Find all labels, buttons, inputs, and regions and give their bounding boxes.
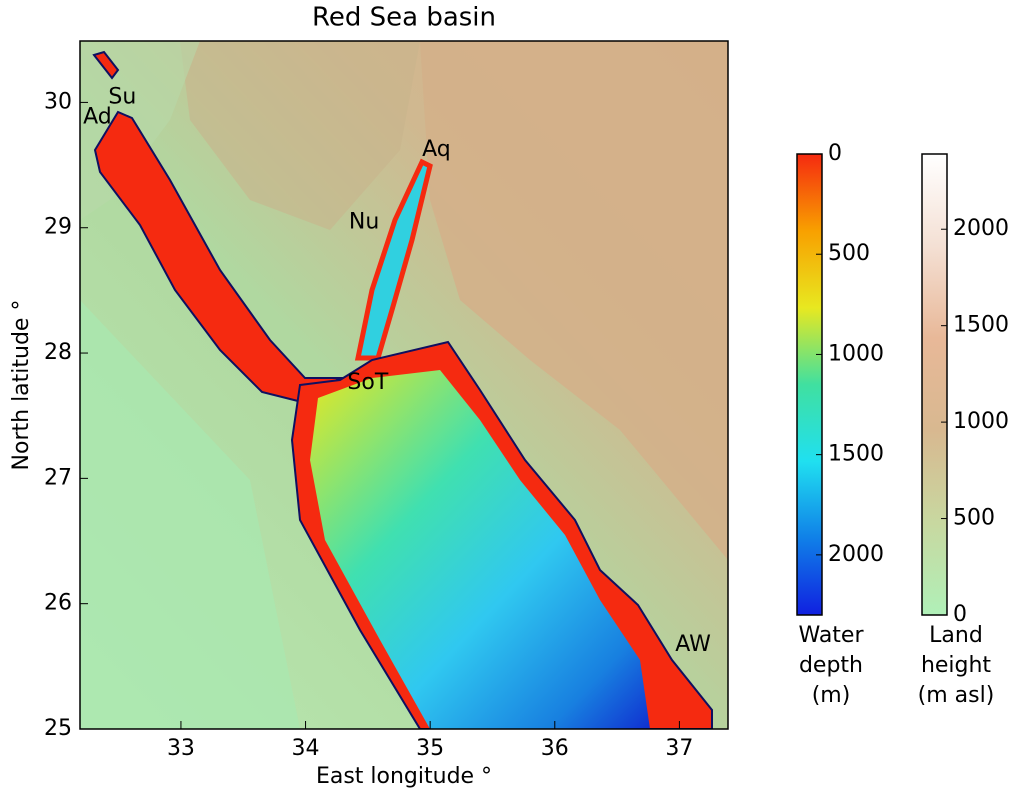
y-axis-label: North latitude ° [9, 300, 34, 471]
colorbar-tick-label: 1000 [828, 341, 884, 366]
x-tick-label: 36 [541, 736, 569, 761]
colorbar [921, 153, 948, 616]
colorbar-tick-label: 2000 [828, 542, 884, 567]
y-tick-label: 30 [44, 89, 72, 114]
colorbar-label: height [921, 653, 991, 678]
place-label: Ad [83, 104, 112, 129]
colorbar-label: Land [929, 623, 983, 648]
plot-frame [79, 40, 729, 730]
colorbar-label: Water [798, 623, 864, 648]
colorbar-tick-label: 2000 [953, 216, 1009, 241]
colorbar-tick-label: 0 [953, 602, 967, 627]
place-label: Aq [422, 137, 451, 162]
colorbar-tick-label: 1000 [953, 409, 1009, 434]
y-tick-label: 25 [44, 716, 72, 741]
place-label: AW [675, 632, 711, 657]
colorbar-label: (m) [812, 683, 851, 708]
x-tick-label: 37 [665, 736, 693, 761]
x-tick-label: 35 [416, 736, 444, 761]
x-axis-label: East longitude ° [316, 764, 492, 789]
y-tick-label: 29 [44, 215, 72, 240]
map [80, 41, 728, 729]
place-label: Su [108, 84, 136, 109]
y-tick-label: 27 [44, 465, 72, 490]
y-tick-label: 26 [44, 591, 72, 616]
y-tick-label: 28 [44, 340, 72, 365]
colorbar-label: (m asl) [918, 683, 995, 708]
colorbar-tick-label: 0 [828, 141, 842, 166]
colorbar-label: depth [799, 653, 863, 678]
colorbar-tick-label: 500 [828, 241, 870, 266]
place-label: SoT [347, 370, 388, 395]
colorbar-tick-label: 1500 [953, 313, 1009, 338]
colorbar-tick-label: 500 [953, 506, 995, 531]
x-tick-label: 34 [292, 736, 320, 761]
colorbar-tick-label: 1500 [828, 442, 884, 467]
chart-title: Red Sea basin [312, 3, 496, 33]
x-tick-label: 33 [167, 736, 195, 761]
place-label: Nu [349, 210, 379, 235]
colorbar [796, 153, 823, 616]
